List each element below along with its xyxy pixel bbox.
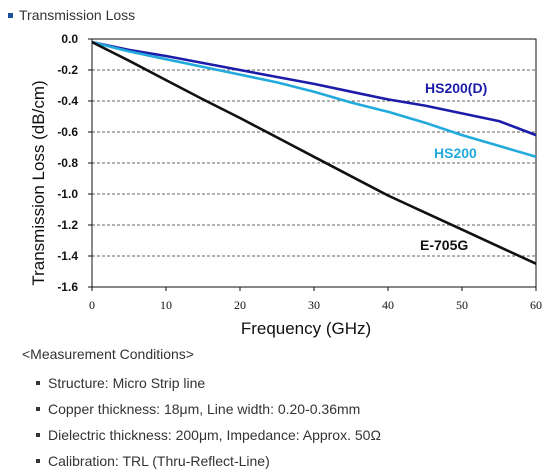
list-item: Structure: Micro Strip line	[36, 370, 381, 396]
conditions-title: <Measurement Conditions>	[22, 346, 194, 362]
square-bullet-icon	[36, 459, 40, 463]
conditions-list: Structure: Micro Strip line Copper thick…	[22, 370, 381, 474]
y-axis-label: Transmission Loss (dB/cm)	[29, 80, 48, 285]
x-tick-label: 20	[234, 298, 246, 312]
condition-text: Copper thickness: 18μm, Line width: 0.20…	[48, 401, 361, 417]
y-tick-label: -1.2	[57, 218, 78, 232]
series-label: HS200(D)	[425, 80, 487, 96]
y-tick-label: -0.2	[57, 63, 78, 77]
x-tick-label: 0	[89, 298, 95, 312]
condition-text: Structure: Micro Strip line	[48, 375, 206, 391]
y-tick-label: -1.0	[57, 187, 78, 201]
condition-text: Calibration: TRL (Thru-Reflect-Line)	[48, 453, 270, 469]
series-label: HS200	[434, 145, 477, 161]
y-tick-label: -0.4	[57, 94, 78, 108]
list-item: Copper thickness: 18μm, Line width: 0.20…	[36, 396, 381, 422]
series-label: E-705G	[420, 237, 468, 253]
transmission-loss-chart: 0.0 -0.2 -0.4 -0.6 -0.8 -1.0 -1.2 -1.4 -1.6 0 10 20…	[29, 32, 542, 338]
section-title: Transmission Loss	[19, 7, 136, 23]
square-bullet-icon	[8, 12, 13, 18]
square-bullet-icon	[36, 407, 40, 411]
x-axis-label: Frequency (GHz)	[241, 319, 371, 338]
square-bullet-icon	[36, 433, 40, 437]
x-tick-label: 10	[160, 298, 172, 312]
y-tick-label: -0.6	[57, 125, 78, 139]
x-tick-label: 60	[530, 298, 542, 312]
y-tick-label: -1.4	[57, 249, 78, 263]
y-tick-label: -0.8	[57, 156, 78, 170]
list-item: Calibration: TRL (Thru-Reflect-Line)	[36, 448, 381, 474]
list-item: Dielectric thickness: 200μm, Impedance: …	[36, 422, 381, 448]
square-bullet-icon	[36, 381, 40, 385]
y-tick-label: -1.6	[57, 280, 78, 294]
measurement-conditions: <Measurement Conditions> Structure: Micr…	[22, 346, 381, 474]
series-line	[91, 40, 537, 265]
series-line	[91, 40, 537, 159]
x-tick-label: 30	[308, 298, 320, 312]
condition-text: Dielectric thickness: 200μm, Impedance: …	[48, 427, 381, 443]
y-tick-label: 0.0	[61, 32, 78, 46]
section-header: Transmission Loss	[8, 6, 135, 24]
series-line	[91, 40, 537, 137]
x-tick-label: 40	[382, 298, 394, 312]
x-tick-label: 50	[456, 298, 468, 312]
